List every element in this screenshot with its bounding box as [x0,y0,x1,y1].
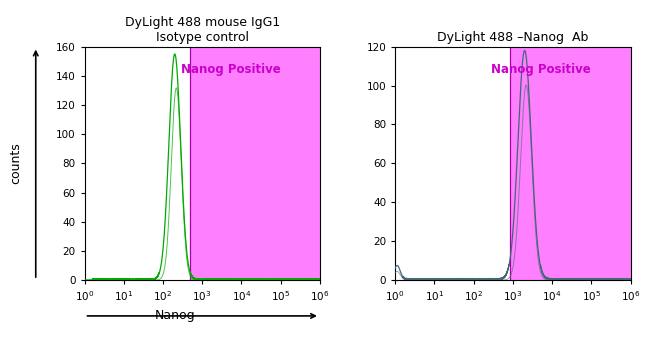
Title: DyLight 488 mouse IgG1
Isotype control: DyLight 488 mouse IgG1 Isotype control [125,16,280,44]
Text: counts: counts [10,143,23,184]
Bar [510,47,630,280]
Text: Nanog: Nanog [155,309,196,322]
Text: Nanog Positive: Nanog Positive [491,63,591,76]
Title: DyLight 488 –Nanog  Ab: DyLight 488 –Nanog Ab [437,31,588,44]
Bar [190,47,320,280]
Text: Nanog Positive: Nanog Positive [181,63,280,76]
